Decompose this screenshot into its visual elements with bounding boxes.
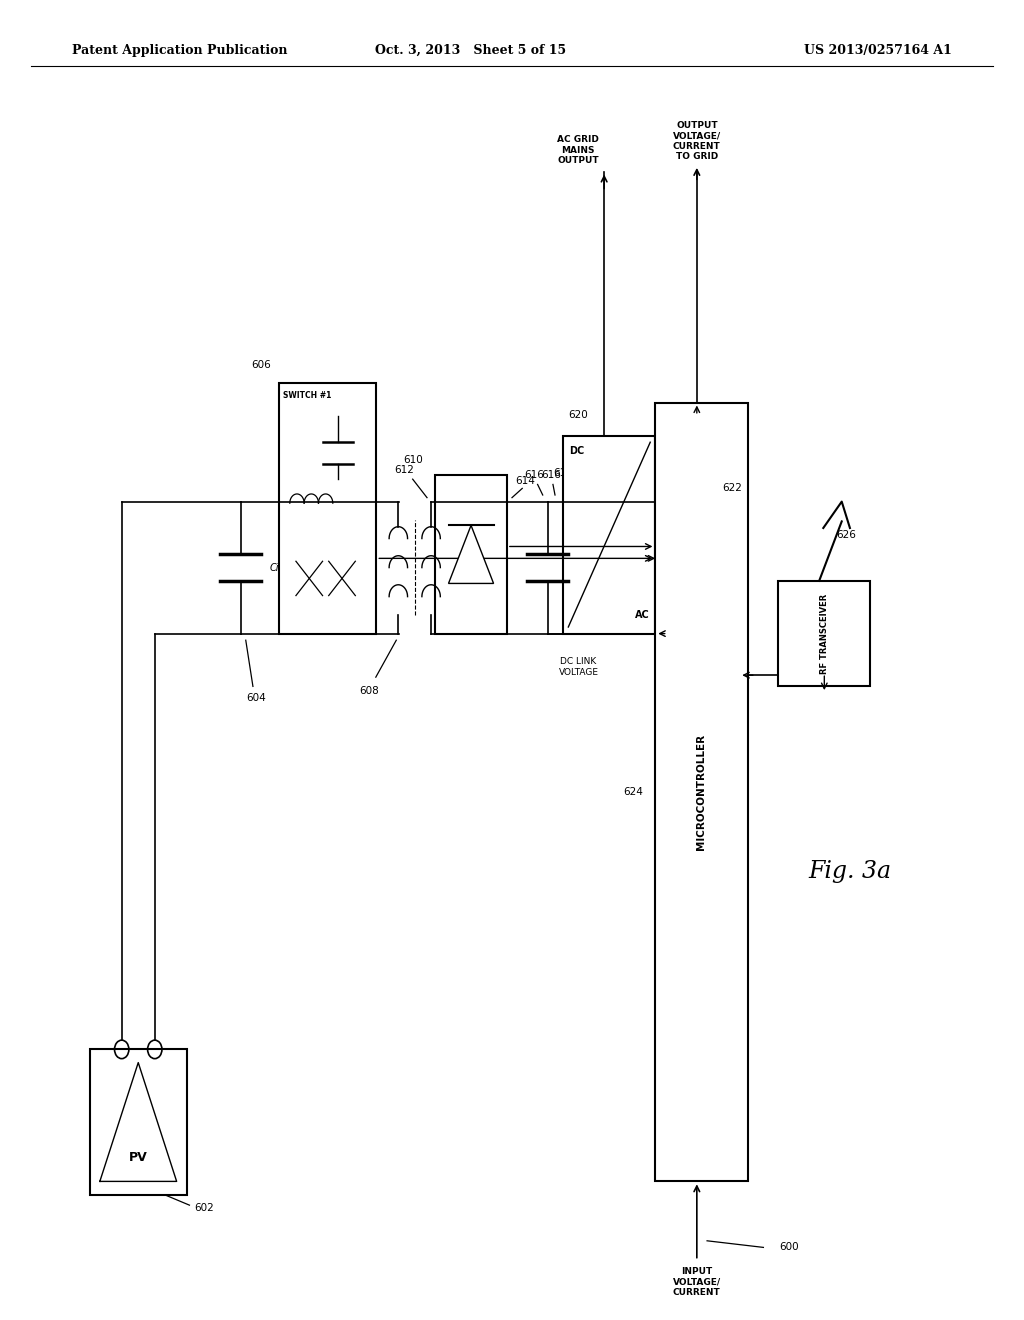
Text: 614: 614 (553, 467, 572, 478)
Text: 610: 610 (403, 454, 423, 465)
Text: Oct. 3, 2013   Sheet 5 of 15: Oct. 3, 2013 Sheet 5 of 15 (376, 44, 566, 57)
Bar (435, 475, 507, 634)
Text: 604: 604 (246, 693, 266, 704)
Bar (90, 1049, 186, 1195)
Text: AC GRID
MAINS
OUTPUT: AC GRID MAINS OUTPUT (557, 135, 599, 165)
Bar (279, 383, 377, 634)
Text: Cin: Cin (269, 562, 285, 573)
Text: 626: 626 (837, 529, 856, 540)
Text: SWITCH #1: SWITCH #1 (283, 391, 332, 400)
Text: 620: 620 (568, 409, 588, 420)
Text: INPUT
VOLTAGE/
CURRENT: INPUT VOLTAGE/ CURRENT (673, 1267, 721, 1298)
Bar (655, 403, 748, 1181)
Text: OUTPUT
VOLTAGE/
CURRENT
TO GRID: OUTPUT VOLTAGE/ CURRENT TO GRID (673, 121, 721, 161)
Text: 618: 618 (664, 483, 683, 494)
Text: 602: 602 (195, 1203, 214, 1213)
Text: 612: 612 (394, 465, 415, 475)
Text: DC: DC (569, 446, 585, 457)
Text: 606: 606 (251, 359, 270, 370)
Bar (563, 436, 655, 634)
Text: Cdc: Cdc (577, 562, 595, 573)
Text: DC LINK
VOLTAGE: DC LINK VOLTAGE (558, 657, 599, 677)
Text: 608: 608 (358, 686, 379, 697)
Text: 624: 624 (624, 787, 643, 797)
Text: Patent Application Publication: Patent Application Publication (72, 44, 287, 57)
Text: 616: 616 (541, 470, 561, 480)
Text: 622: 622 (722, 483, 741, 494)
Text: 600: 600 (778, 1242, 799, 1253)
Text: Fig. 3a: Fig. 3a (808, 859, 892, 883)
Text: 614: 614 (515, 475, 536, 486)
Text: MICROCONTROLLER: MICROCONTROLLER (696, 734, 707, 850)
Polygon shape (449, 525, 494, 583)
Bar (778, 581, 870, 686)
Text: US 2013/0257164 A1: US 2013/0257164 A1 (805, 44, 952, 57)
Text: 616: 616 (524, 470, 545, 480)
Text: AC: AC (635, 610, 649, 620)
Text: PV: PV (129, 1151, 147, 1164)
Text: RF TRANSCEIVER: RF TRANSCEIVER (820, 594, 828, 673)
